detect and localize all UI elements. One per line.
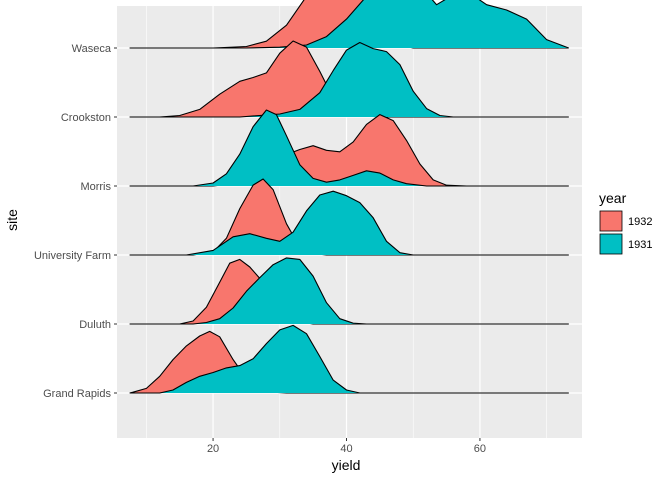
legend-key-1931 (599, 233, 623, 255)
y-tick-label-grand-rapids: Grand Rapids (43, 388, 111, 400)
y-tick-label-university-farm: University Farm (34, 250, 111, 262)
density-area-duluth-1931 (129, 257, 569, 324)
ridge-grand-rapids (129, 324, 569, 394)
density-line-duluth-1931 (129, 257, 569, 325)
density-area-university-farm-1931 (129, 191, 569, 255)
density-area-grand-rapids-1931 (129, 325, 569, 393)
y-tick-label-morris: Morris (80, 181, 111, 193)
legend-title: year (599, 190, 627, 206)
y-tick-label-waseca: Waseca (72, 43, 112, 55)
density-line-morris-1931 (129, 109, 569, 187)
x-tick-label-60: 60 (474, 443, 486, 455)
ridges (129, 0, 569, 394)
x-tick-label-20: 20 (207, 443, 219, 455)
legend-label-1931: 1931 (628, 239, 652, 251)
density-area-waseca-1931 (129, 0, 569, 48)
ridge-duluth (129, 257, 569, 325)
ridge-crookston (129, 40, 569, 118)
density-area-crookston-1932 (129, 41, 569, 117)
ridge-university-farm (129, 178, 569, 256)
y-axis-title: site (4, 209, 20, 231)
density-line-grand-rapids-1931 (129, 324, 569, 394)
legend-key-1932 (599, 210, 623, 232)
density-area-crookston-1931 (129, 42, 569, 117)
x-axis-title: yield (332, 457, 361, 473)
y-tick-label-duluth: Duluth (79, 319, 111, 331)
y-axis-ticks: Waseca Crookston Morris University Farm Dulu… (34, 43, 117, 400)
x-tick-label-40: 40 (340, 443, 352, 455)
density-line-crookston-1931 (129, 41, 569, 118)
density-line-university-farm-1931 (129, 190, 569, 256)
y-tick-label-crookston: Crookston (61, 112, 111, 124)
ridge-morris (129, 109, 569, 187)
density-area-morris-1932 (129, 114, 569, 186)
legend: year 1932 1931 (599, 190, 652, 255)
x-axis-ticks: 20 40 60 (207, 438, 486, 455)
density-area-morris-1931 (129, 110, 569, 186)
legend-label-1932: 1932 (628, 216, 652, 228)
